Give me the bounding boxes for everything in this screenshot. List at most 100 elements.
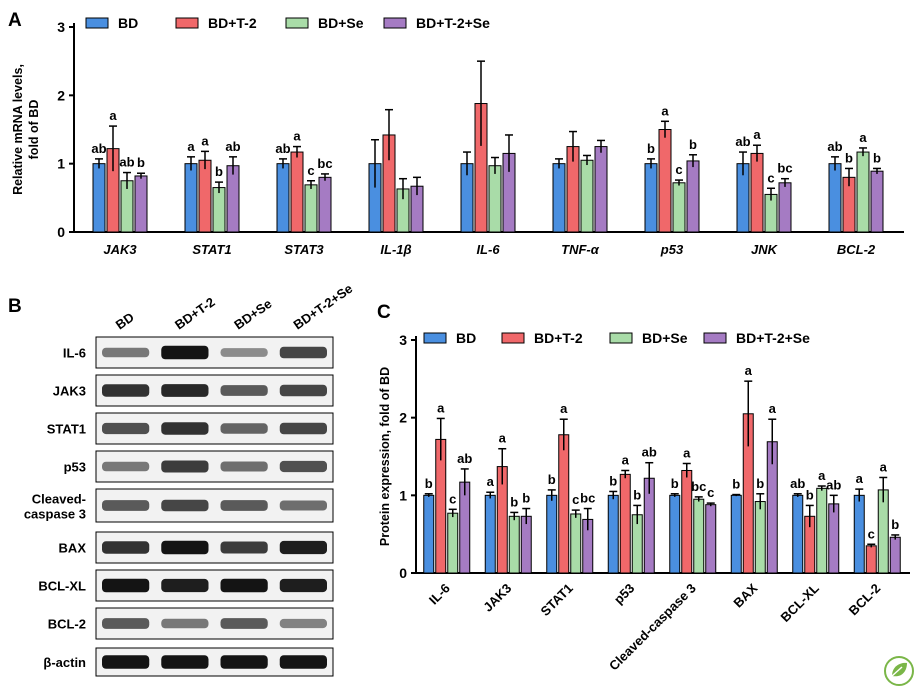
bar-bd-se-tnf: [580, 159, 594, 233]
significance-label: a: [487, 474, 495, 489]
blot-band: [220, 541, 268, 554]
bar-bd-t-2-se-stat3: [318, 176, 332, 233]
blot-band: [279, 346, 327, 359]
bar-bd-bax: [730, 494, 742, 574]
bar-bd-t-2-p53: [619, 473, 631, 574]
legend-swatch-bd-t-2-se: [703, 332, 727, 344]
bar-bd-se-stat1: [212, 187, 226, 233]
panel-label-a: A: [8, 10, 22, 31]
bar-bd-bcl-2: [853, 494, 865, 574]
blot-band: [161, 499, 209, 512]
bar-bd-stat3: [276, 163, 290, 233]
bar-bd-t-2-se-bcl-2: [870, 170, 884, 233]
blot-band: [279, 655, 327, 669]
blot-band: [220, 348, 268, 357]
y-tick-label: 2: [399, 410, 407, 426]
significance-label: b: [633, 487, 641, 502]
blot-band: [102, 384, 150, 397]
y-tick-label: 2: [57, 87, 65, 103]
significance-label: c: [449, 491, 456, 506]
significance-label: b: [689, 137, 697, 152]
blot-band: [102, 655, 150, 669]
significance-label: ab: [119, 155, 134, 170]
significance-label: a: [856, 471, 864, 486]
significance-label: b: [647, 141, 655, 156]
bar-bd-t-2-se-jak3: [134, 175, 148, 233]
significance-label: b: [137, 155, 145, 170]
bar-bd-se-bax: [754, 501, 766, 574]
legend-label-bd: BD: [456, 330, 476, 346]
panel-label-b: B: [8, 296, 22, 317]
significance-label: bc: [580, 491, 595, 506]
blot-row-label-cleaved-caspase-3: Cleaved-caspase 3: [24, 492, 86, 522]
bar-bd-se-bcl-2: [877, 489, 889, 574]
x-tick-label-bcl-xl: BCL-XL: [778, 580, 822, 624]
legend-swatch-bd-t-2: [175, 17, 199, 29]
blot-row-label-stat1: STAT1: [47, 422, 86, 437]
blot-row-label-bcl-2: BCL-2: [48, 617, 86, 632]
significance-label: ab: [457, 451, 472, 466]
significance-label: c: [767, 170, 774, 185]
x-tick-label-bcl-2: BCL-2: [837, 242, 876, 257]
blot-row-label-bax: BAX: [59, 541, 87, 556]
legend-swatch-bd-se: [609, 332, 633, 344]
significance-label: a: [683, 445, 691, 460]
bar-bd-t-2-stat3: [290, 151, 304, 233]
significance-label: a: [769, 401, 777, 416]
significance-label: ab: [225, 139, 240, 154]
x-tick-label-tnf: TNF-α: [561, 242, 600, 257]
blot-band: [220, 500, 268, 511]
bar-bd-t-2-se-bcl-2: [889, 536, 901, 574]
significance-label: c: [707, 485, 714, 500]
blot-band: [279, 500, 327, 511]
bar-bd-tnf: [552, 163, 566, 233]
blot-band: [220, 461, 268, 472]
blot-lane-label-bd-t-2: BD+T-2: [172, 294, 218, 332]
blot-row-label-p53: p53: [64, 460, 86, 475]
legend-swatch-bd: [423, 332, 447, 344]
x-tick-label-bax: BAX: [730, 580, 760, 610]
legend-swatch-bd: [85, 17, 109, 29]
blot-band: [220, 423, 268, 434]
significance-label: bc: [777, 161, 792, 176]
y-tick-label: 1: [399, 487, 407, 503]
x-tick-label-il-6: IL-6: [426, 581, 453, 608]
chart-panel-a: 0 1 2 3 Relative mRNA levels, fold of BD BD BD+…: [11, 15, 904, 257]
blot-row-label-il-6: IL-6: [63, 346, 86, 361]
bar-bd-t-2-se-cleaved-caspase-3: [705, 504, 717, 574]
bar-bd-se-bcl-2: [856, 151, 870, 233]
significance-label: a: [753, 127, 761, 142]
bar-bd-t-2-se-p53: [686, 160, 700, 233]
blot-band: [161, 345, 209, 360]
bar-bd-se-stat3: [304, 184, 318, 233]
significance-label: a: [859, 130, 867, 145]
significance-label: a: [622, 452, 630, 467]
y-tick-label: 0: [57, 224, 65, 240]
significance-label: a: [437, 400, 445, 415]
significance-label: ab: [827, 139, 842, 154]
legend-swatch-bd-t-2-se: [383, 17, 407, 29]
bar-bd-jak3: [484, 494, 496, 574]
blot-band: [279, 384, 327, 397]
significance-label: b: [425, 476, 433, 491]
bar-bd-t-2-se-jak3: [520, 515, 532, 574]
significance-label: b: [732, 477, 740, 492]
blot-band: [279, 460, 327, 473]
blot-band: [279, 618, 327, 629]
bar-bd-t-2-se-il-6: [459, 481, 471, 574]
significance-label: b: [873, 150, 881, 165]
blot-band: [102, 618, 150, 629]
significance-label: ab: [790, 476, 805, 491]
bar-bd-se-il-6: [447, 512, 459, 574]
legend-swatch-bd-se: [285, 17, 309, 29]
bar-bd-stat1: [546, 494, 558, 574]
bar-bd-p53: [607, 494, 619, 574]
legend-swatch-bd-t-2: [501, 332, 525, 344]
significance-label: b: [215, 164, 223, 179]
blot-band: [102, 422, 150, 435]
significance-label: ab: [826, 477, 841, 492]
legend-label-bd-t-2-se: BD+T-2+Se: [736, 330, 810, 346]
leaf-logo-icon: [884, 656, 914, 686]
blot-band: [161, 618, 209, 629]
blot-row-label-bcl-xl: BCL-XL: [38, 579, 86, 594]
